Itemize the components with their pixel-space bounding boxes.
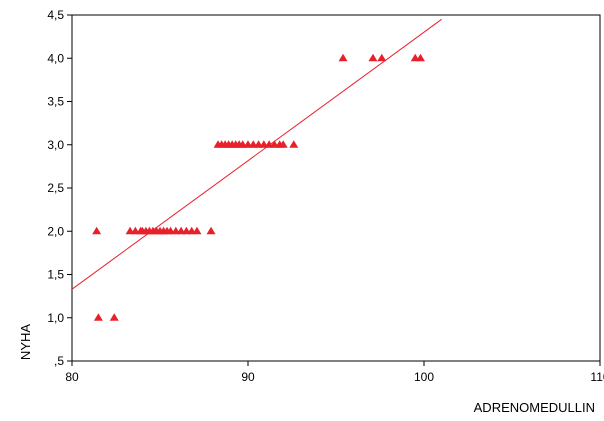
y-tick-label: 1,5: [47, 268, 64, 282]
x-tick-label: 100: [414, 370, 434, 384]
y-tick-label: 2,0: [47, 224, 64, 238]
data-points: [92, 53, 425, 321]
data-point: [192, 226, 202, 235]
data-point: [93, 313, 103, 321]
y-axis-title: NYHA: [18, 324, 33, 360]
data-point: [109, 313, 119, 321]
x-axis: 80 90 100 110: [65, 361, 604, 384]
y-tick-label: 4,0: [47, 51, 64, 65]
data-point: [415, 53, 425, 62]
y-axis: ,5 1,0 1,5 2,0 2,5 3,0 3,5 4,0 4,5: [47, 8, 72, 368]
data-point: [377, 53, 387, 62]
x-tick-label: 90: [241, 370, 255, 384]
y-tick-label: 3,5: [47, 95, 64, 109]
regression-line: [71, 18, 442, 290]
data-point: [338, 53, 348, 62]
x-tick-label: 110: [590, 370, 604, 384]
data-point: [206, 226, 216, 235]
y-tick-label: 3,0: [47, 138, 64, 152]
data-point: [278, 140, 288, 148]
x-axis-title: ADRENOMEDULLIN: [474, 400, 595, 415]
y-tick-label: 2,5: [47, 181, 64, 195]
y-tick-label: 1,0: [47, 311, 64, 325]
y-tick-label: 4,5: [47, 8, 64, 22]
y-tick-label: ,5: [54, 354, 64, 368]
data-point: [92, 226, 102, 235]
data-point: [289, 140, 299, 148]
data-point: [368, 53, 378, 62]
plot-frame: [71, 14, 601, 362]
x-tick-label: 80: [65, 370, 79, 384]
